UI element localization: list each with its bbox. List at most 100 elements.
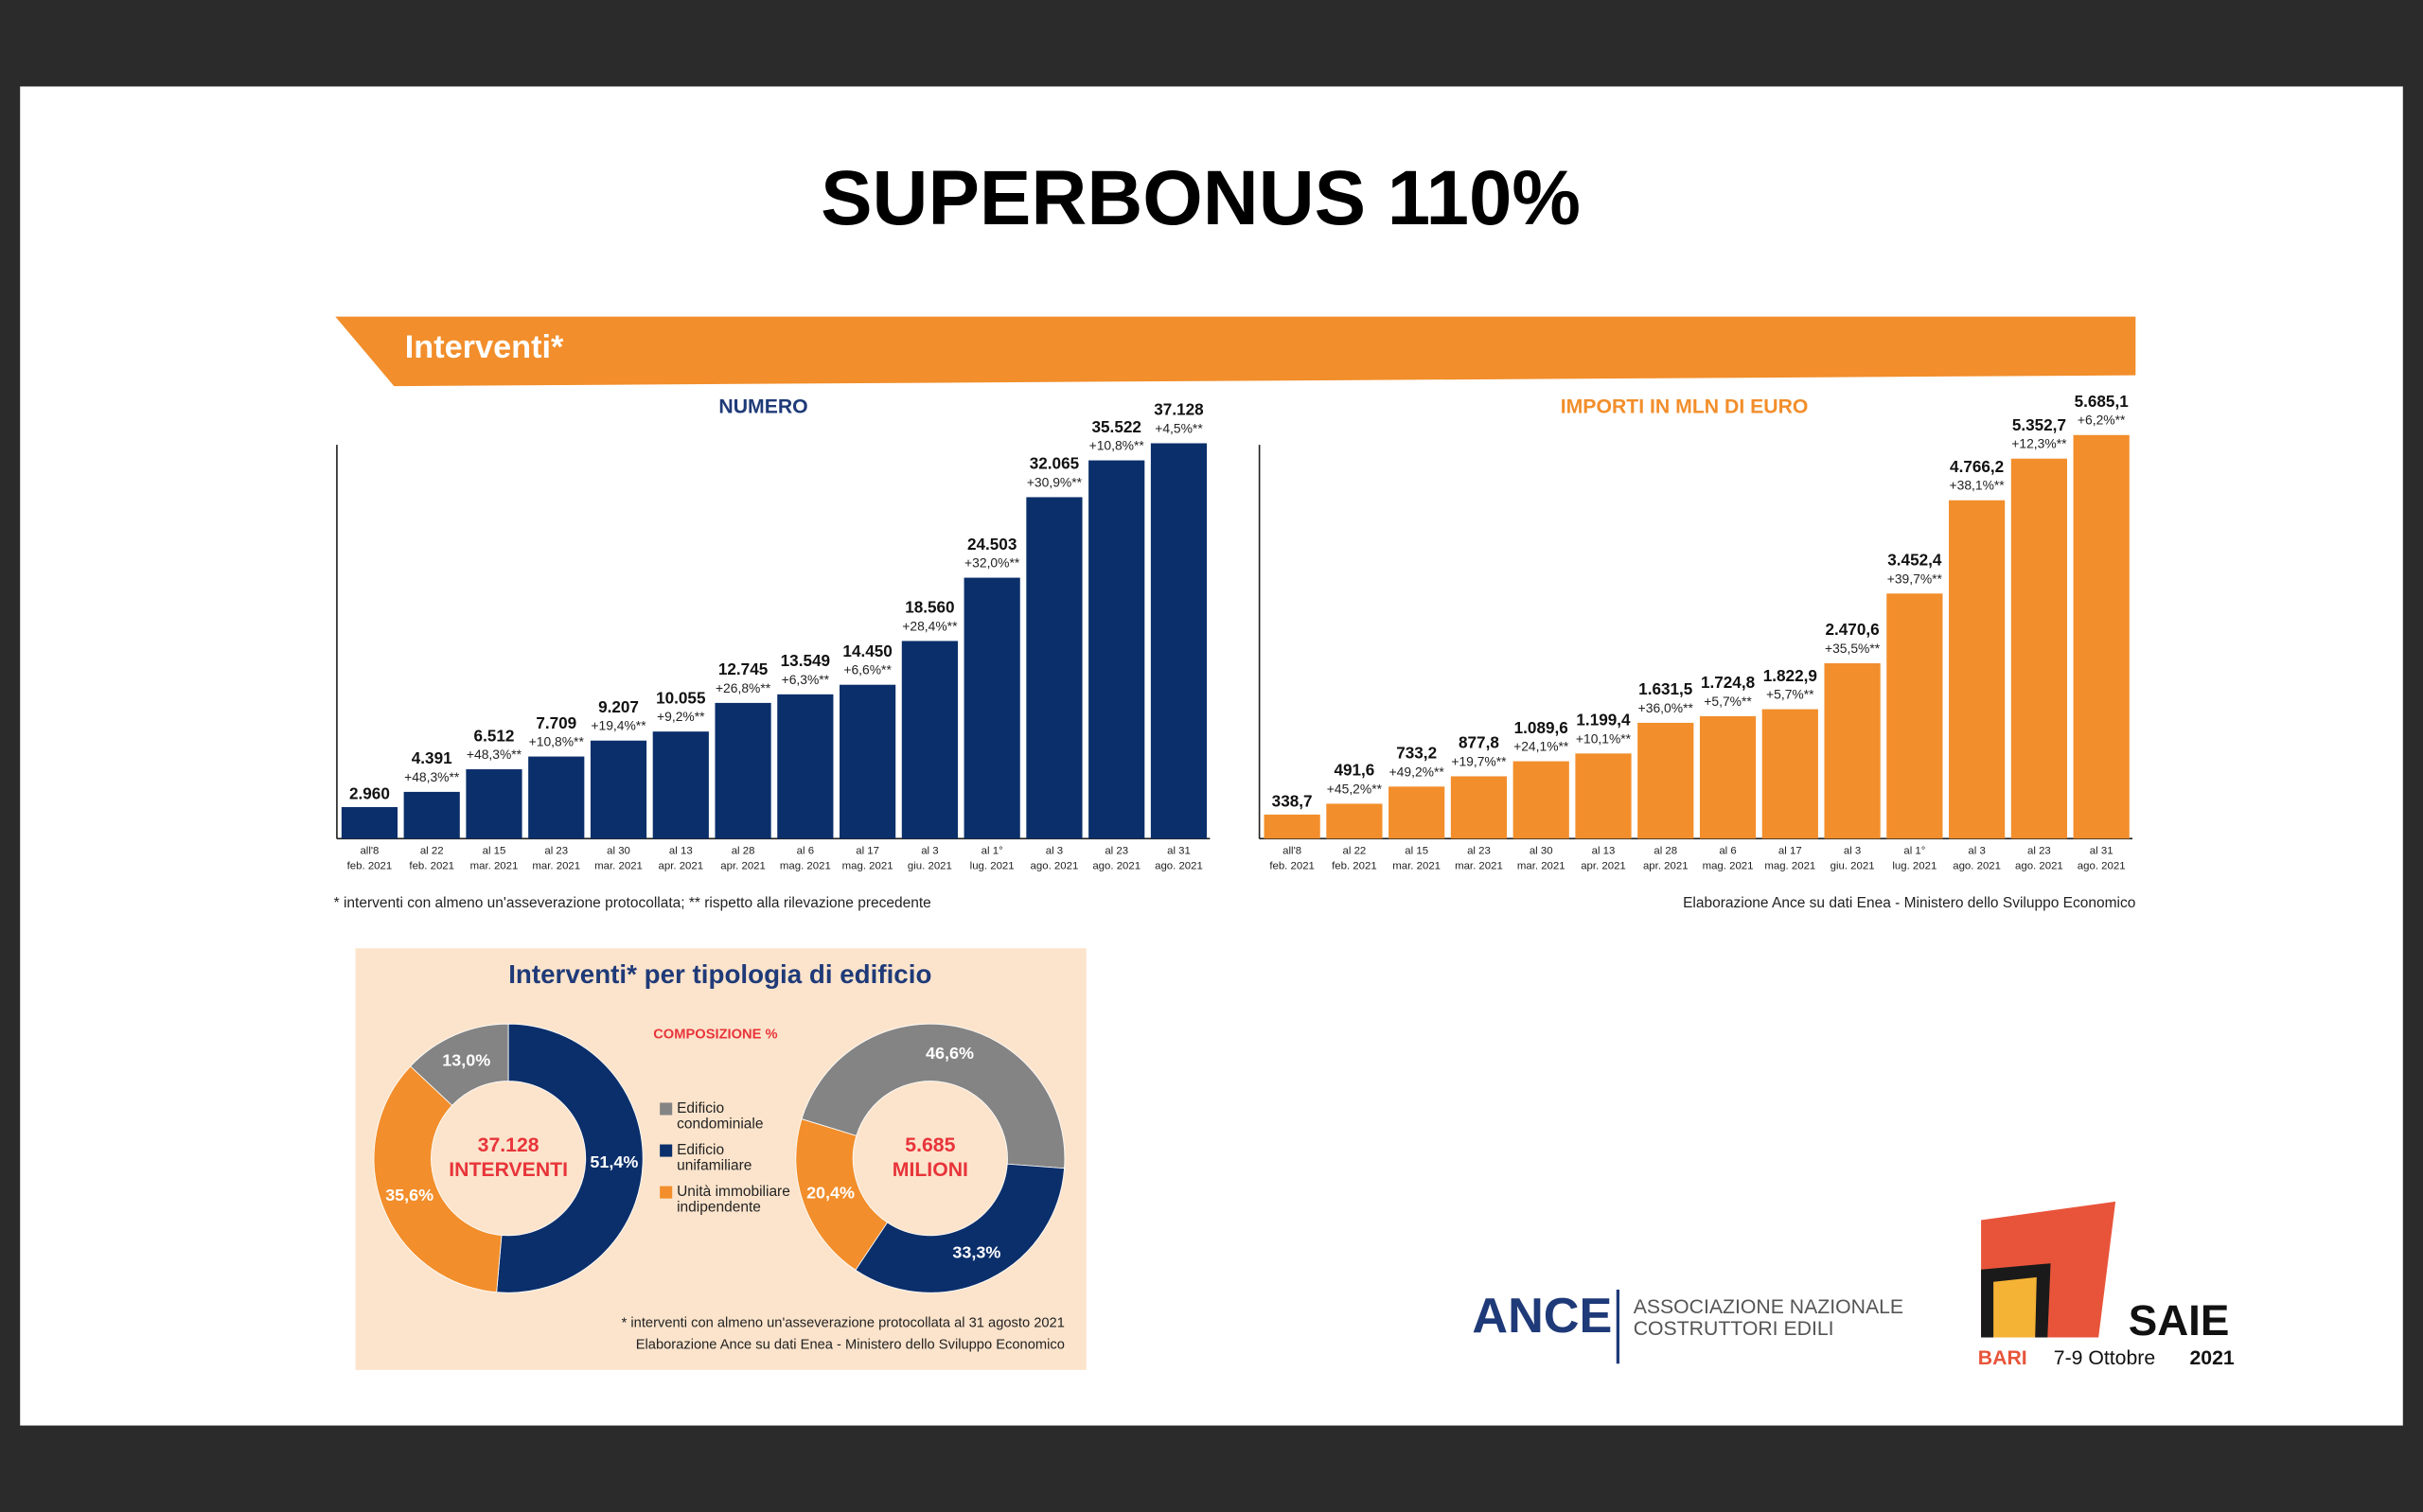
- value-label: 24.503: [967, 535, 1017, 554]
- value-label: 12.745: [718, 659, 769, 678]
- bar: [1326, 803, 1383, 839]
- value-label: 18.560: [905, 598, 954, 617]
- change-label: +6,6%**: [843, 662, 892, 677]
- value-label: 1.199,4: [1576, 711, 1631, 730]
- x-tick-label: al 13: [669, 845, 693, 856]
- x-tick-label: ago. 2021: [1155, 861, 1203, 872]
- x-tick-label: ago. 2021: [1953, 861, 2001, 872]
- value-label: 491,6: [1334, 761, 1374, 780]
- saie-shape: [1993, 1276, 2037, 1338]
- x-tick-label: giu. 2021: [1831, 861, 1875, 872]
- x-tick-label: al 1°: [1903, 845, 1925, 856]
- legend-label: Edificio: [677, 1142, 724, 1158]
- panel-note: * interventi con almeno un'asseverazione…: [622, 1316, 1065, 1331]
- change-label: +19,7%**: [1451, 753, 1507, 768]
- value-label: 37.128: [1154, 400, 1203, 419]
- change-label: +19,4%**: [591, 718, 646, 733]
- ance-name: ASSOCIAZIONE NAZIONALE: [1634, 1296, 1903, 1318]
- bar: [528, 756, 585, 839]
- donut-segment: [795, 1118, 889, 1271]
- value-label: 733,2: [1396, 744, 1437, 763]
- x-tick-label: mag. 2021: [1703, 861, 1754, 872]
- x-tick-label: giu. 2021: [908, 861, 952, 872]
- panel-note: Elaborazione Ance su dati Enea - Ministe…: [636, 1338, 1065, 1353]
- change-label: +45,2%**: [1327, 781, 1383, 796]
- x-tick-label: al 13: [1592, 845, 1616, 856]
- bar: [715, 702, 771, 839]
- change-label: +39,7%**: [1887, 571, 1943, 586]
- center-label: MILIONI: [893, 1159, 968, 1181]
- x-tick-label: al 28: [1654, 845, 1677, 856]
- x-tick-label: mar. 2021: [470, 861, 519, 872]
- legend-label: indipendente: [677, 1200, 761, 1216]
- donut-segment: [496, 1023, 644, 1293]
- x-tick-label: ago. 2021: [2015, 861, 2063, 872]
- bar: [1088, 460, 1145, 839]
- change-label: +12,3%**: [2011, 436, 2067, 451]
- bar: [1886, 593, 1943, 839]
- change-label: +48,3%**: [404, 769, 460, 784]
- donut-panel: [355, 948, 1087, 1370]
- change-label: +24,1%**: [1513, 739, 1569, 754]
- bar: [1575, 753, 1632, 839]
- chart-title: NUMERO: [718, 396, 807, 418]
- change-label: +10,1%**: [1576, 730, 1632, 746]
- value-label: 14.450: [842, 642, 892, 660]
- change-label: +10,8%**: [1089, 438, 1145, 453]
- x-tick-label: al 22: [420, 845, 444, 856]
- x-tick-label: al 15: [483, 845, 506, 856]
- bar: [777, 694, 834, 839]
- x-tick-label: al 22: [1343, 845, 1367, 856]
- bar: [1512, 761, 1569, 839]
- x-tick-label: ago. 2021: [2078, 861, 2126, 872]
- change-label: +6,3%**: [782, 672, 830, 687]
- segment-label: 46,6%: [926, 1044, 974, 1063]
- saie-year: 2021: [2189, 1347, 2234, 1369]
- bar: [652, 731, 709, 839]
- value-label: 1.631,5: [1638, 679, 1693, 698]
- change-label: +49,2%**: [1389, 764, 1445, 779]
- x-tick-label: al 3: [1844, 845, 1861, 856]
- change-label: +32,0%**: [964, 555, 1020, 571]
- x-tick-label: mag. 2021: [842, 861, 893, 872]
- value-label: 3.452,4: [1887, 551, 1942, 570]
- bar: [1450, 776, 1508, 839]
- bar: [964, 577, 1020, 839]
- x-tick-label: mag. 2021: [1764, 861, 1815, 872]
- change-label: +48,3%**: [467, 747, 522, 762]
- x-tick-label: all'8: [360, 845, 379, 856]
- x-tick-label: al 17: [856, 845, 879, 856]
- value-label: 10.055: [656, 688, 706, 707]
- x-tick-label: ago. 2021: [1092, 861, 1141, 872]
- chart-note: Elaborazione Ance su dati Enea - Ministe…: [1683, 895, 2135, 911]
- x-tick-label: feb. 2021: [1269, 861, 1315, 872]
- legend-label: condominiale: [677, 1116, 763, 1132]
- chart-title: IMPORTI IN MLN DI EURO: [1561, 396, 1809, 418]
- change-label: +30,9%**: [1027, 474, 1083, 489]
- x-tick-label: al 30: [1530, 845, 1553, 856]
- saie-city: BARI: [1978, 1347, 2027, 1369]
- value-label: 5.352,7: [2012, 415, 2066, 434]
- change-label: +26,8%**: [716, 680, 771, 695]
- center-label: 37.128: [478, 1134, 539, 1156]
- center-label: INTERVENTI: [449, 1159, 568, 1181]
- bar: [1761, 709, 1818, 839]
- bar: [1824, 662, 1881, 839]
- donut-segment: [801, 1023, 1066, 1169]
- segment-label: 35,6%: [385, 1186, 433, 1204]
- x-tick-label: al 15: [1405, 845, 1428, 856]
- x-tick-label: apr. 2021: [1581, 861, 1626, 872]
- x-tick-label: feb. 2021: [1332, 861, 1377, 872]
- x-tick-label: al 17: [1778, 845, 1802, 856]
- legend-label: Edificio: [677, 1100, 724, 1116]
- change-label: +5,7%**: [1766, 687, 1814, 702]
- x-tick-label: al 3: [1968, 845, 1985, 856]
- value-label: 7.709: [536, 713, 576, 732]
- ance-name: COSTRUTTORI EDILI: [1634, 1318, 1834, 1340]
- segment-label: 13,0%: [442, 1050, 490, 1069]
- x-tick-label: apr. 2021: [659, 861, 704, 872]
- x-tick-label: lug. 2021: [970, 861, 1015, 872]
- donut-segment: [855, 1163, 1065, 1293]
- legend-swatch: [660, 1102, 673, 1116]
